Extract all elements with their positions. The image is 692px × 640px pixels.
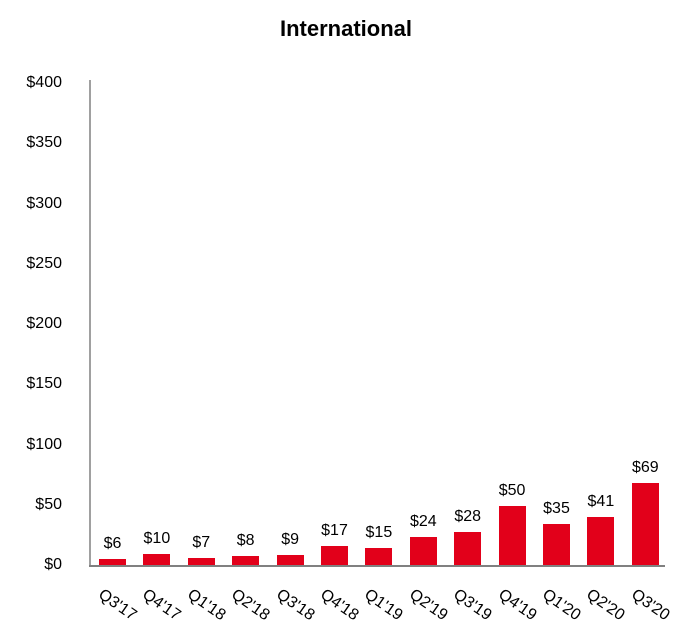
y-tick-label: $300 (26, 194, 62, 212)
bar (143, 553, 171, 566)
bar (498, 505, 526, 566)
data-label: $7 (192, 533, 211, 551)
bar (587, 516, 615, 566)
x-tick-label: Q1'18 (184, 586, 229, 625)
bar (99, 558, 126, 566)
bar (543, 523, 570, 566)
bar (321, 545, 348, 566)
x-tick-label: Q3'18 (272, 586, 318, 625)
x-tick-label: Q3'19 (450, 586, 495, 625)
y-tick-label: $250 (26, 254, 62, 272)
bar (365, 547, 393, 566)
data-label: $28 (454, 508, 482, 526)
x-tick-label: Q2'20 (583, 586, 628, 625)
y-axis-line (89, 80, 91, 567)
y-tick-label: $400 (26, 74, 62, 91)
bar (409, 537, 437, 566)
x-tick-label: Q3'17 (95, 586, 140, 625)
data-label: $50 (498, 481, 526, 499)
y-tick-label: $350 (26, 134, 62, 152)
bar (232, 556, 260, 566)
data-label: $17 (321, 521, 348, 539)
data-label: $10 (143, 529, 171, 547)
x-tick-label: Q4'19 (494, 586, 540, 625)
data-label: $6 (103, 534, 122, 552)
y-tick-label: $50 (35, 495, 62, 513)
chart-title: International (279, 16, 412, 41)
y-tick-label: $100 (26, 435, 62, 453)
data-label: $41 (587, 492, 615, 510)
x-tick-label: Q2'18 (228, 586, 273, 625)
x-tick-label: Q2'19 (406, 586, 451, 625)
x-tick-label: Q4'17 (139, 586, 184, 625)
bar (454, 532, 482, 566)
x-axis-line (89, 565, 665, 567)
x-tick-label: Q1'19 (361, 586, 406, 625)
data-label: $9 (281, 531, 299, 549)
y-tick-label: $200 (26, 315, 62, 332)
bar (631, 482, 659, 566)
data-label: $24 (409, 513, 437, 531)
data-label: $8 (236, 532, 255, 550)
bar (187, 557, 215, 566)
data-label: $15 (365, 523, 393, 541)
y-tick-label: $150 (26, 375, 62, 393)
x-tick-label: Q3'20 (628, 586, 673, 625)
bar (276, 555, 304, 566)
x-tick-label: Q1'20 (539, 586, 584, 625)
data-label: $69 (631, 458, 659, 476)
x-tick-label: Q4'18 (317, 586, 362, 625)
y-tick-label: $0 (44, 556, 62, 573)
data-label: $35 (543, 499, 570, 517)
